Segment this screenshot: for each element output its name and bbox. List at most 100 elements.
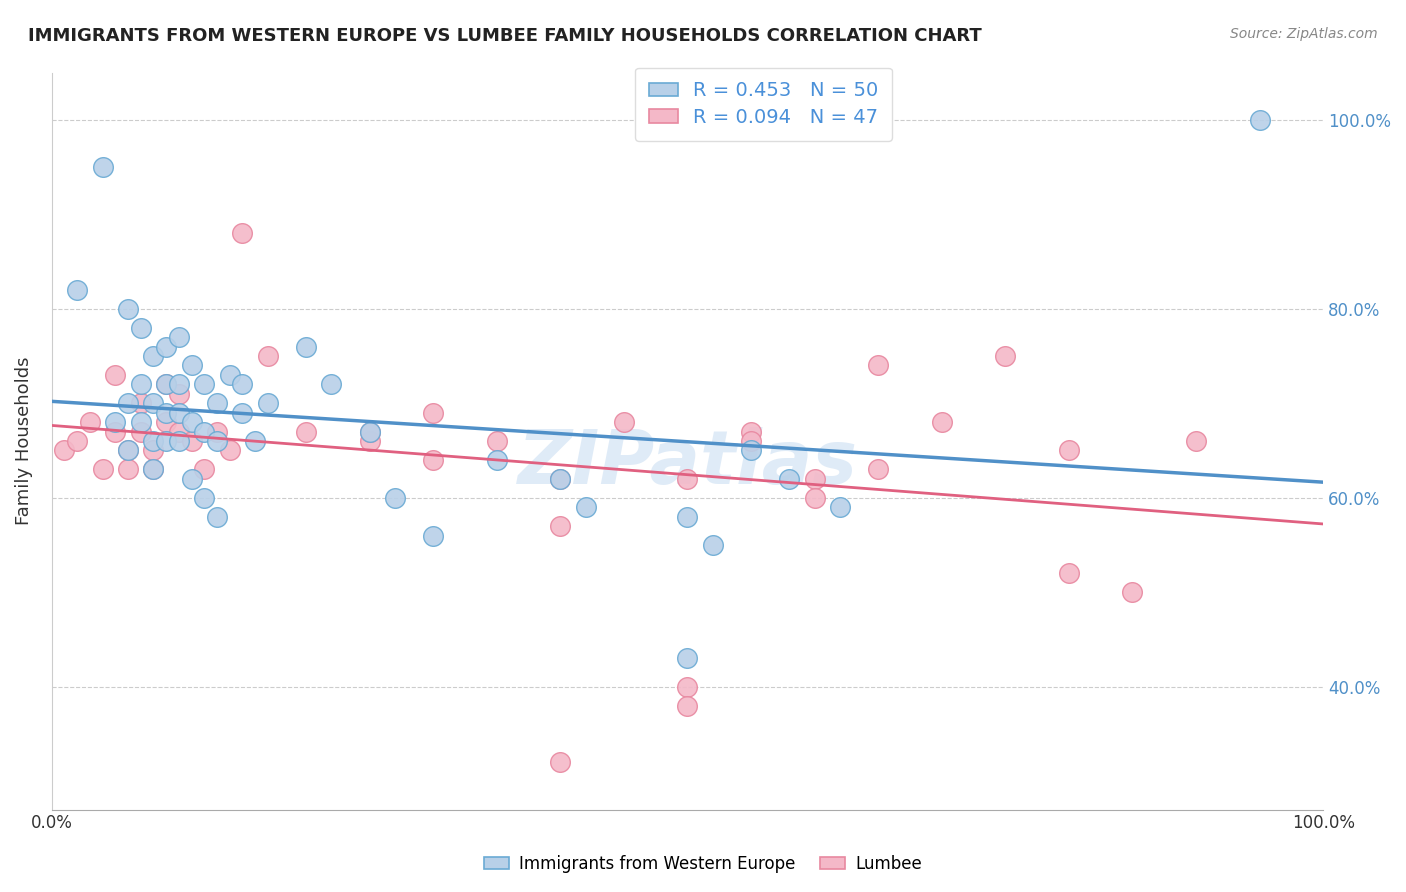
Point xyxy=(359,425,381,439)
Point xyxy=(1121,585,1143,599)
Point xyxy=(485,453,508,467)
Point xyxy=(1057,443,1080,458)
Point xyxy=(142,396,165,410)
Point xyxy=(193,491,215,505)
Point xyxy=(205,509,228,524)
Point xyxy=(1057,566,1080,581)
Point xyxy=(180,359,202,373)
Point xyxy=(231,377,253,392)
Point xyxy=(142,462,165,476)
Point xyxy=(676,680,699,694)
Point xyxy=(53,443,76,458)
Legend: Immigrants from Western Europe, Lumbee: Immigrants from Western Europe, Lumbee xyxy=(477,848,929,880)
Point xyxy=(295,340,318,354)
Point xyxy=(104,368,127,382)
Point xyxy=(142,434,165,448)
Point xyxy=(180,472,202,486)
Point xyxy=(676,651,699,665)
Point xyxy=(129,320,152,334)
Point xyxy=(1185,434,1208,448)
Point xyxy=(117,396,139,410)
Point xyxy=(321,377,343,392)
Point xyxy=(803,491,825,505)
Point xyxy=(66,434,89,448)
Point xyxy=(155,377,177,392)
Legend: R = 0.453   N = 50, R = 0.094   N = 47: R = 0.453 N = 50, R = 0.094 N = 47 xyxy=(636,68,893,141)
Point xyxy=(205,434,228,448)
Point xyxy=(193,377,215,392)
Point xyxy=(295,425,318,439)
Point xyxy=(676,509,699,524)
Point xyxy=(243,434,266,448)
Point xyxy=(931,415,953,429)
Point xyxy=(155,415,177,429)
Point xyxy=(740,434,762,448)
Point xyxy=(575,500,598,515)
Point xyxy=(550,472,572,486)
Point xyxy=(205,396,228,410)
Point xyxy=(129,377,152,392)
Point xyxy=(803,472,825,486)
Point xyxy=(193,462,215,476)
Point xyxy=(129,425,152,439)
Point xyxy=(740,425,762,439)
Point xyxy=(129,415,152,429)
Point xyxy=(778,472,800,486)
Point xyxy=(155,434,177,448)
Point xyxy=(117,301,139,316)
Point xyxy=(359,425,381,439)
Point xyxy=(613,415,636,429)
Text: ZIPatlas: ZIPatlas xyxy=(517,426,858,500)
Point xyxy=(104,415,127,429)
Point xyxy=(740,443,762,458)
Point xyxy=(142,462,165,476)
Point xyxy=(485,434,508,448)
Point xyxy=(129,396,152,410)
Point xyxy=(104,425,127,439)
Point xyxy=(550,756,572,770)
Point xyxy=(422,453,444,467)
Point xyxy=(868,462,890,476)
Point xyxy=(550,472,572,486)
Point xyxy=(702,538,724,552)
Point xyxy=(180,434,202,448)
Text: Source: ZipAtlas.com: Source: ZipAtlas.com xyxy=(1230,27,1378,41)
Point xyxy=(257,396,280,410)
Point xyxy=(155,377,177,392)
Text: IMMIGRANTS FROM WESTERN EUROPE VS LUMBEE FAMILY HOUSEHOLDS CORRELATION CHART: IMMIGRANTS FROM WESTERN EUROPE VS LUMBEE… xyxy=(28,27,981,45)
Point xyxy=(117,462,139,476)
Point xyxy=(828,500,851,515)
Point xyxy=(167,330,190,344)
Point xyxy=(231,226,253,240)
Point xyxy=(167,386,190,401)
Point xyxy=(994,349,1017,363)
Point xyxy=(676,698,699,713)
Point xyxy=(155,340,177,354)
Point xyxy=(1249,112,1271,127)
Point xyxy=(205,425,228,439)
Point xyxy=(167,425,190,439)
Point xyxy=(257,349,280,363)
Point xyxy=(117,443,139,458)
Point xyxy=(422,528,444,542)
Point xyxy=(142,349,165,363)
Point xyxy=(66,283,89,297)
Point xyxy=(676,472,699,486)
Point xyxy=(422,406,444,420)
Point xyxy=(142,443,165,458)
Point xyxy=(167,434,190,448)
Point xyxy=(359,434,381,448)
Point xyxy=(79,415,101,429)
Point xyxy=(218,443,240,458)
Point xyxy=(91,160,114,174)
Point xyxy=(384,491,406,505)
Point xyxy=(167,406,190,420)
Point xyxy=(868,359,890,373)
Point xyxy=(91,462,114,476)
Point xyxy=(167,377,190,392)
Point xyxy=(155,406,177,420)
Point xyxy=(117,443,139,458)
Y-axis label: Family Households: Family Households xyxy=(15,357,32,525)
Point xyxy=(180,415,202,429)
Point xyxy=(231,406,253,420)
